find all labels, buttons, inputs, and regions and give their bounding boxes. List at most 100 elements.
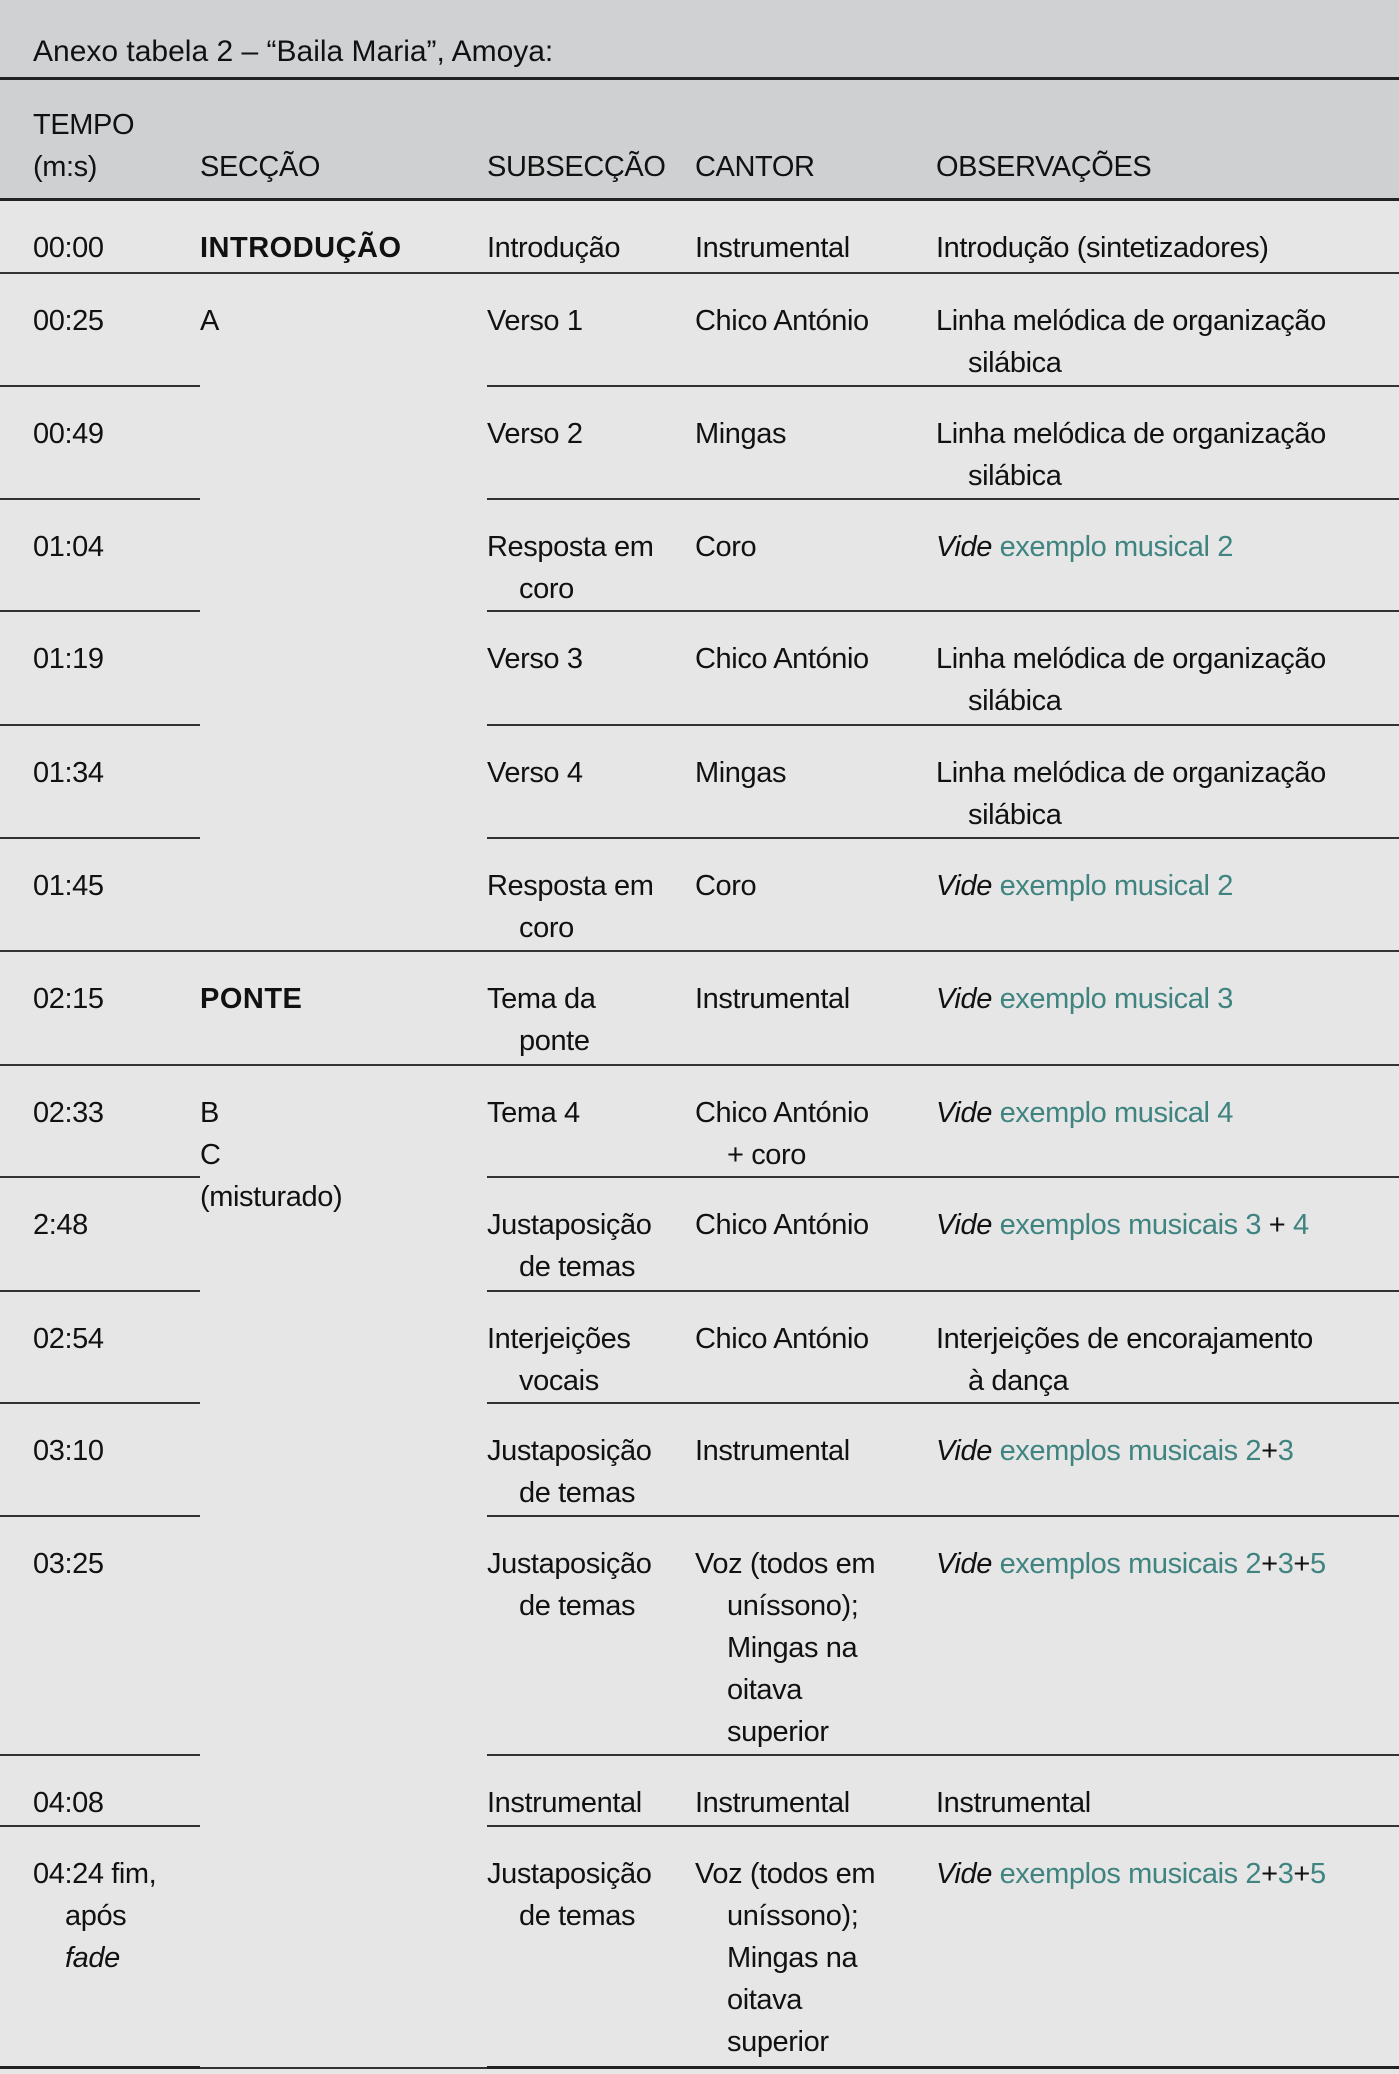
tempo-cell: 03:10 bbox=[0, 1402, 200, 1517]
cantor-cell-line: Mingas na bbox=[727, 1941, 858, 1974]
observacoes-line: Vide exemplo musical 3 bbox=[936, 978, 1399, 1020]
cantor-cell: Instrumental bbox=[695, 1754, 936, 1827]
seccao-line: C bbox=[200, 1138, 221, 1171]
observation-text: + bbox=[1261, 1434, 1278, 1467]
observacoes-line: Vide exemplo musical 2 bbox=[936, 865, 1399, 907]
table-title: Anexo tabela 2 – “Baila Maria”, Amoya: bbox=[0, 0, 1399, 80]
musical-example-link[interactable]: exemplos musicais 2 bbox=[991, 1547, 1262, 1580]
table-row: 02:33 B C (misturado) Tema 4 Chico António + c… bbox=[0, 1064, 1399, 2069]
table-row: 02:54 Interjeições vocais Chico António Inte… bbox=[0, 1290, 1399, 1404]
cantor-cell-line: Instrumental bbox=[695, 982, 850, 1015]
observation-text: Interjeições de encorajamento bbox=[936, 1322, 1313, 1355]
observacoes-cell: Linha melódica de organização silábica bbox=[936, 724, 1399, 839]
observation-text: + bbox=[1293, 1547, 1310, 1580]
musical-example-link[interactable]: exemplo musical 3 bbox=[991, 982, 1234, 1015]
cantor-cell: Chico António bbox=[695, 610, 936, 726]
observacoes-line: silábica bbox=[936, 342, 1399, 384]
subseccao-cell: Interjeições vocais bbox=[487, 1290, 695, 1404]
seccao-line: PONTE bbox=[200, 982, 303, 1015]
vide-label: Vide bbox=[936, 1547, 992, 1580]
musical-example-link[interactable]: 3 bbox=[1277, 1857, 1294, 1890]
observacoes-line: à dança bbox=[936, 1360, 1399, 1402]
observacoes-line: Linha melódica de organização bbox=[936, 300, 1399, 342]
subseccao-cell: Resposta em coro bbox=[487, 498, 695, 612]
tempo-cell: 03:25 bbox=[0, 1515, 200, 1756]
subseccao-cell: Justaposição de temas bbox=[487, 1402, 695, 1517]
vide-label: Vide bbox=[936, 1208, 992, 1241]
musical-example-link[interactable]: exemplo musical 2 bbox=[991, 869, 1234, 902]
table-row: 00:25 A Verso 1 Chico António Linha melódica… bbox=[0, 272, 1399, 952]
musical-example-link[interactable]: 4 bbox=[1293, 1208, 1309, 1241]
subseccao-cell: Justaposição de temas bbox=[487, 1176, 695, 1292]
observacoes-line: silábica bbox=[936, 455, 1399, 497]
tempo-cell-line: 01:04 bbox=[33, 530, 104, 563]
observacoes-line: Linha melódica de organização bbox=[936, 413, 1399, 455]
seccao-cell: A bbox=[200, 272, 487, 952]
observacoes-cell: Introdução (sintetizadores) bbox=[936, 199, 1399, 274]
observacoes-cell: Vide exemplos musicais 2+3+5 bbox=[936, 1825, 1399, 2069]
cantor-cell-line: + coro bbox=[727, 1138, 807, 1171]
musical-example-link[interactable]: 3 bbox=[1277, 1434, 1294, 1467]
cantor-cell-line: superior bbox=[727, 2025, 829, 2058]
subseccao-cell-line: de temas bbox=[519, 1589, 636, 1622]
subseccao-cell-line: de temas bbox=[519, 1476, 636, 1509]
subseccao-cell: Justaposição de temas bbox=[487, 1825, 695, 2069]
tempo-cell-line: 03:10 bbox=[33, 1434, 104, 1467]
observacoes-cell: Vide exemplo musical 2 bbox=[936, 837, 1399, 952]
vide-label: Vide bbox=[936, 530, 992, 563]
tempo-cell: 01:45 bbox=[0, 837, 200, 952]
table-row: 03:10 Justaposição de temas Instrumental Vid… bbox=[0, 1402, 1399, 1517]
tempo-cell: 00:49 bbox=[0, 385, 200, 500]
tempo-cell-line: 02:54 bbox=[33, 1322, 104, 1355]
observation-text: + bbox=[1293, 1857, 1310, 1890]
cantor-cell: Instrumental bbox=[695, 1402, 936, 1517]
subseccao-cell-line: de temas bbox=[519, 1250, 636, 1283]
header-observacoes: OBSERVAÇÕES bbox=[936, 80, 1399, 201]
musical-example-link[interactable]: exemplo musical 2 bbox=[991, 530, 1234, 563]
observacoes-cell: Interjeições de encorajamento à dança bbox=[936, 1290, 1399, 1404]
observacoes-cell: Instrumental bbox=[936, 1754, 1399, 1827]
observacoes-line: Vide exemplos musicais 2+3+5 bbox=[936, 1853, 1399, 1895]
cantor-cell: Chico António bbox=[695, 272, 936, 387]
table-row: 01:34 Verso 4 Mingas Linha melódica de orga… bbox=[0, 724, 1399, 839]
header-label: (m:s) bbox=[33, 151, 98, 183]
observation-text: Linha melódica de organização bbox=[936, 417, 1326, 450]
musical-example-link[interactable]: exemplos musicais 3 bbox=[991, 1208, 1262, 1241]
cantor-cell-line: Instrumental bbox=[695, 1786, 850, 1819]
table-row: 04:08 Instrumental Instrumental Instrumenta… bbox=[0, 1754, 1399, 1827]
tempo-cell-line: 02:15 bbox=[33, 982, 104, 1015]
observation-text: silábica bbox=[968, 798, 1062, 831]
musical-example-link[interactable]: exemplo musical 4 bbox=[991, 1096, 1234, 1129]
tempo-cell-line: 00:25 bbox=[33, 304, 104, 337]
cantor-cell-line: oitava bbox=[727, 1983, 802, 2016]
musical-example-link[interactable]: 5 bbox=[1309, 1857, 1326, 1890]
cantor-cell: Instrumental bbox=[695, 199, 936, 274]
observacoes-cell: Vide exemplos musicais 3 + 4 bbox=[936, 1176, 1399, 1292]
cantor-cell-line: Mingas na bbox=[727, 1631, 858, 1664]
seccao-line: B bbox=[200, 1096, 219, 1129]
table-row: 01:04 Resposta em coro Coro Vide exemplo mus… bbox=[0, 498, 1399, 612]
subseccao-cell: Resposta em coro bbox=[487, 837, 695, 952]
musical-example-link[interactable]: exemplos musicais 2 bbox=[991, 1857, 1262, 1890]
header-label: SUBSECÇÃO bbox=[487, 151, 666, 183]
observacoes-line: Vide exemplo musical 2 bbox=[936, 526, 1399, 568]
observacoes-line: Vide exemplos musicais 2+3+5 bbox=[936, 1543, 1399, 1585]
tempo-cell-line: 03:25 bbox=[33, 1547, 104, 1580]
observacoes-cell: Linha melódica de organização silábica bbox=[936, 385, 1399, 500]
tempo-cell-line: fade bbox=[65, 1941, 120, 1974]
tempo-cell-line: 04:08 bbox=[33, 1786, 104, 1819]
cantor-cell-line: Instrumental bbox=[695, 1434, 850, 1467]
cantor-cell: Chico António bbox=[695, 1176, 936, 1292]
table-row: 01:19 Verso 3 Chico António Linha melódica … bbox=[0, 610, 1399, 726]
musical-example-link[interactable]: 5 bbox=[1309, 1547, 1326, 1580]
musical-example-link[interactable]: exemplos musicais 2 bbox=[991, 1434, 1262, 1467]
cantor-cell: Coro bbox=[695, 498, 936, 612]
cantor-cell-line: Chico António bbox=[695, 1322, 869, 1355]
observation-text: silábica bbox=[968, 459, 1062, 492]
table-row: 03:25 Justaposição de temas Voz (todos em un… bbox=[0, 1515, 1399, 1756]
cantor-cell: Instrumental bbox=[695, 950, 936, 1066]
musical-example-link[interactable]: 3 bbox=[1277, 1547, 1294, 1580]
header-seccao: SECÇÃO bbox=[200, 80, 487, 201]
subseccao-cell-line: Tema 4 bbox=[487, 1096, 580, 1129]
tempo-cell: 02:15 bbox=[0, 950, 200, 1066]
